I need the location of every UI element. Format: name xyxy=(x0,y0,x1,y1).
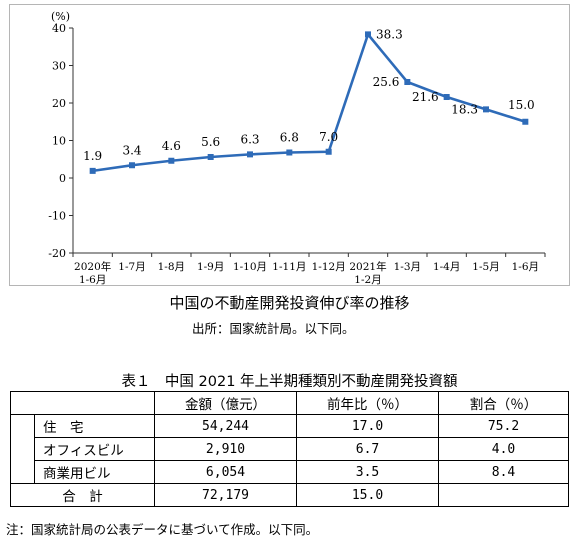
y-tick-label: 40 xyxy=(52,22,66,35)
data-label: 4.6 xyxy=(162,139,181,153)
data-label: 21.6 xyxy=(412,90,439,104)
table-header-row: 金額（億元） 前年比（％） 割合（％） xyxy=(10,391,569,415)
total-yoy: 15.0 xyxy=(296,483,439,507)
x-tick-label: 1-4月 xyxy=(433,261,460,273)
x-tick-label: 1-6月 xyxy=(512,261,539,273)
row-share: 4.0 xyxy=(438,437,569,461)
indent-cell xyxy=(10,414,35,484)
row-share: 8.4 xyxy=(438,460,569,484)
chart-title: 中国の不動産開発投資伸び率の推移 xyxy=(169,294,410,312)
table-row: 住 宅 54,244 17.0 75.2 xyxy=(10,414,569,484)
y-tick-label: 10 xyxy=(52,135,66,148)
x-tick-label: 1-7月 xyxy=(118,261,145,273)
row-yoy: 6.7 xyxy=(296,437,439,461)
data-label: 25.6 xyxy=(373,75,400,89)
row-amount: 2,910 xyxy=(154,437,297,461)
data-label: 7.0 xyxy=(319,130,338,144)
header-share: 割合（％） xyxy=(438,391,569,415)
table-row: オフィスビル 2,910 6.7 4.0 xyxy=(11,437,569,461)
table-total-row: 合 計 72,179 15.0 xyxy=(10,483,569,507)
data-point xyxy=(443,94,450,100)
data-point xyxy=(365,31,371,38)
chart-source: 出所：国家統計局。以下同。 xyxy=(192,321,355,336)
data-label: 15.0 xyxy=(508,98,535,112)
x-tick-label: 2020年 xyxy=(74,260,111,273)
table-row: 商業用ビル 6,054 3.5 8.4 xyxy=(11,460,569,484)
x-tick-label: 1-12月 xyxy=(312,261,346,273)
x-tick-label: 1-2月 xyxy=(354,274,381,286)
y-tick-label: 30 xyxy=(52,60,66,73)
data-label: 3.4 xyxy=(122,143,141,157)
y-tick-label: -20 xyxy=(48,247,66,260)
data-label: 18.3 xyxy=(451,102,478,116)
x-tick-label: 1-5月 xyxy=(472,261,499,273)
series-line xyxy=(92,31,526,173)
data-point xyxy=(129,162,135,169)
y-tick-label: 20 xyxy=(52,97,66,110)
chart-frame xyxy=(9,4,570,286)
data-point xyxy=(89,167,96,174)
y-tick-label: 0 xyxy=(59,172,66,185)
footnote: 注：国家統計局の公表データに基づいて作成。以下同。 xyxy=(6,522,319,537)
data-point xyxy=(247,151,253,158)
row-yoy: 3.5 xyxy=(296,460,439,484)
data-point xyxy=(207,154,214,160)
x-tick-label: 2021年 xyxy=(349,260,386,273)
x-tick-label: 1-10月 xyxy=(233,261,267,273)
row-label: オフィスビル xyxy=(34,437,155,461)
table-title: 表１ 中国 2021 年上半期種類別不動産開発投資額 xyxy=(121,374,458,390)
row-amount: 54,244 xyxy=(154,414,297,438)
investment-table: 金額（億元） 前年比（％） 割合（％） 住 宅 54,244 17.0 75.2… xyxy=(10,391,569,507)
total-label: 合 計 xyxy=(10,483,155,507)
header-yoy: 前年比（％） xyxy=(296,391,439,415)
x-tick-label: 1-11月 xyxy=(272,261,306,273)
data-point xyxy=(522,118,529,125)
data-label: 38.3 xyxy=(376,27,403,41)
data-label: 6.8 xyxy=(280,131,299,145)
x-tick-label: 1-3月 xyxy=(394,261,421,273)
data-point xyxy=(286,149,293,156)
x-tick-label: 1-6月 xyxy=(79,274,106,286)
data-label: 6.3 xyxy=(240,132,259,146)
data-label: 1.9 xyxy=(83,149,102,163)
total-share xyxy=(438,483,569,507)
row-amount: 6,054 xyxy=(154,460,297,484)
total-amount: 72,179 xyxy=(154,483,297,507)
row-yoy: 17.0 xyxy=(296,414,439,438)
y-tick-label: -10 xyxy=(48,210,66,223)
data-label: 5.6 xyxy=(201,135,220,149)
x-tick-label: 1-8月 xyxy=(158,261,185,273)
header-amount: 金額（億元） xyxy=(154,391,297,415)
header-category xyxy=(10,391,155,415)
data-point xyxy=(483,106,489,113)
data-point xyxy=(168,157,175,164)
x-tick-label: 1-9月 xyxy=(197,261,224,273)
row-label: 商業用ビル xyxy=(34,460,155,484)
row-share: 75.2 xyxy=(438,414,569,438)
data-point xyxy=(325,148,332,155)
data-point xyxy=(404,79,411,85)
row-label: 住 宅 xyxy=(34,414,155,438)
y-unit-label: (%) xyxy=(51,10,70,23)
